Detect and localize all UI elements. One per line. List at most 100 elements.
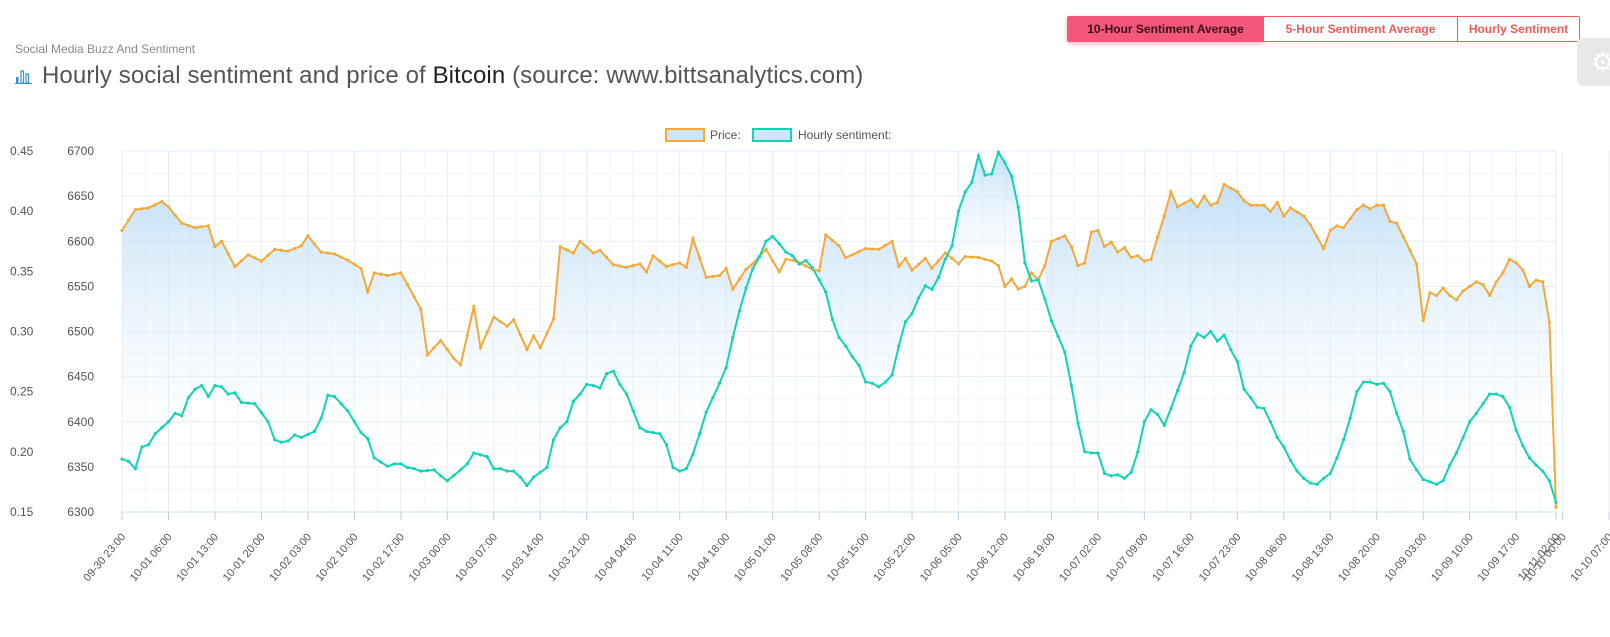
price-point: [883, 243, 888, 247]
sentiment-point: [717, 381, 722, 385]
price-point: [990, 259, 994, 263]
sentiment-point: [492, 467, 496, 471]
sentiment-point: [1408, 457, 1412, 461]
price-point: [804, 264, 808, 268]
legend-label-price: Price:: [710, 128, 741, 142]
price-point: [1341, 226, 1346, 230]
price-point: [744, 267, 748, 271]
fill-area-sentiment: [765, 152, 1025, 290]
price-point: [598, 248, 602, 252]
price-point: [1036, 278, 1040, 282]
price-point: [810, 267, 815, 271]
sentiment-point: [930, 287, 934, 291]
sentiment-point: [970, 180, 974, 184]
sentiment-point: [1202, 335, 1206, 340]
price-point: [299, 244, 303, 248]
sentiment-point: [1474, 411, 1478, 415]
settings-button[interactable]: ⚙: [1577, 38, 1610, 86]
price-point: [1229, 186, 1233, 190]
price-point: [777, 270, 781, 274]
sentiment-point: [990, 172, 994, 176]
price-tick-label: 6600: [67, 234, 94, 248]
price-point: [970, 255, 974, 259]
sentiment-point: [1527, 456, 1532, 460]
price-point: [976, 255, 981, 260]
sentiment-point: [1268, 420, 1273, 424]
price-point: [1468, 284, 1472, 288]
tab-10-hour-average[interactable]: 10-Hour Sentiment Average: [1067, 16, 1264, 42]
sentiment-point: [186, 396, 190, 400]
sentiment-point: [936, 275, 941, 279]
x-tick-label: 10-02 03:00: [267, 531, 314, 584]
price-point: [445, 347, 449, 352]
price-point: [611, 263, 615, 267]
sentiment-point: [1282, 445, 1286, 449]
sentiment-point: [1295, 469, 1299, 473]
price-point: [465, 333, 469, 338]
price-point: [857, 250, 861, 254]
price-point: [1488, 293, 1492, 297]
price-point: [1029, 271, 1034, 275]
price-point: [983, 257, 987, 261]
x-tick-label: 10-09 03:00: [1383, 531, 1430, 584]
sentiment-point: [983, 173, 987, 177]
price-point: [405, 282, 410, 287]
sentiment-point: [624, 392, 629, 396]
price-point: [1023, 284, 1027, 288]
price-point: [1202, 194, 1206, 198]
price-point: [485, 330, 489, 335]
sentiment-point: [180, 414, 184, 418]
sentiment-point: [1175, 388, 1180, 393]
sentiment-point: [1534, 463, 1538, 467]
chart-title: Hourly social sentiment and price of Bit…: [15, 62, 863, 90]
sentiment-point: [737, 309, 742, 313]
sentiment-point: [346, 409, 350, 413]
sentiment-point: [319, 416, 323, 420]
price-point: [1335, 224, 1339, 228]
sentiment-point: [1083, 450, 1087, 454]
x-tick-label: 10-01 06:00: [128, 531, 175, 584]
sentiment-point: [1308, 481, 1312, 485]
sentiment-point: [1514, 428, 1518, 432]
x-tick-label: 10-08 13:00: [1290, 531, 1337, 584]
price-point: [1521, 268, 1525, 272]
price-series-line: [121, 182, 1557, 508]
price-point: [724, 266, 728, 270]
price-point: [631, 264, 635, 268]
sentiment-point: [1554, 500, 1558, 504]
price-tick-label: 6400: [67, 415, 94, 429]
price-point: [890, 239, 894, 243]
sentiment-point: [996, 150, 1000, 154]
price-point: [1408, 248, 1412, 252]
sentiment-point: [1056, 334, 1060, 338]
price-point: [817, 269, 821, 273]
bar-chart-icon: [15, 70, 32, 84]
price-point: [837, 244, 841, 248]
price-point: [1169, 190, 1173, 194]
sentiment-point: [312, 429, 317, 433]
price-point: [1109, 240, 1113, 244]
sentiment-point: [1229, 347, 1233, 352]
sentiment-point: [1016, 205, 1020, 210]
price-point: [233, 264, 237, 269]
price-point: [638, 262, 642, 266]
price-point: [1182, 201, 1186, 205]
sentiment-point: [445, 479, 449, 483]
sentiment-point: [571, 399, 576, 403]
sentiment-point: [897, 344, 901, 348]
tab-5-hour-average[interactable]: 5-Hour Sentiment Average: [1264, 16, 1458, 42]
price-point: [1175, 205, 1180, 209]
sentiment-point: [691, 452, 695, 456]
sentiment-point: [764, 239, 768, 243]
x-tick-label: 10-08 20:00: [1336, 531, 1383, 584]
price-point: [1474, 280, 1478, 284]
price-point: [293, 246, 297, 251]
price-point: [1089, 230, 1093, 234]
tab-hourly-sentiment[interactable]: Hourly Sentiment: [1458, 16, 1580, 42]
price-point: [658, 259, 662, 263]
price-point: [326, 251, 330, 255]
coin-name: Bitcoin: [432, 62, 506, 89]
sentiment-point: [1036, 278, 1040, 282]
price-tick-label: 6350: [67, 460, 94, 474]
sentiment-point: [1454, 451, 1459, 455]
